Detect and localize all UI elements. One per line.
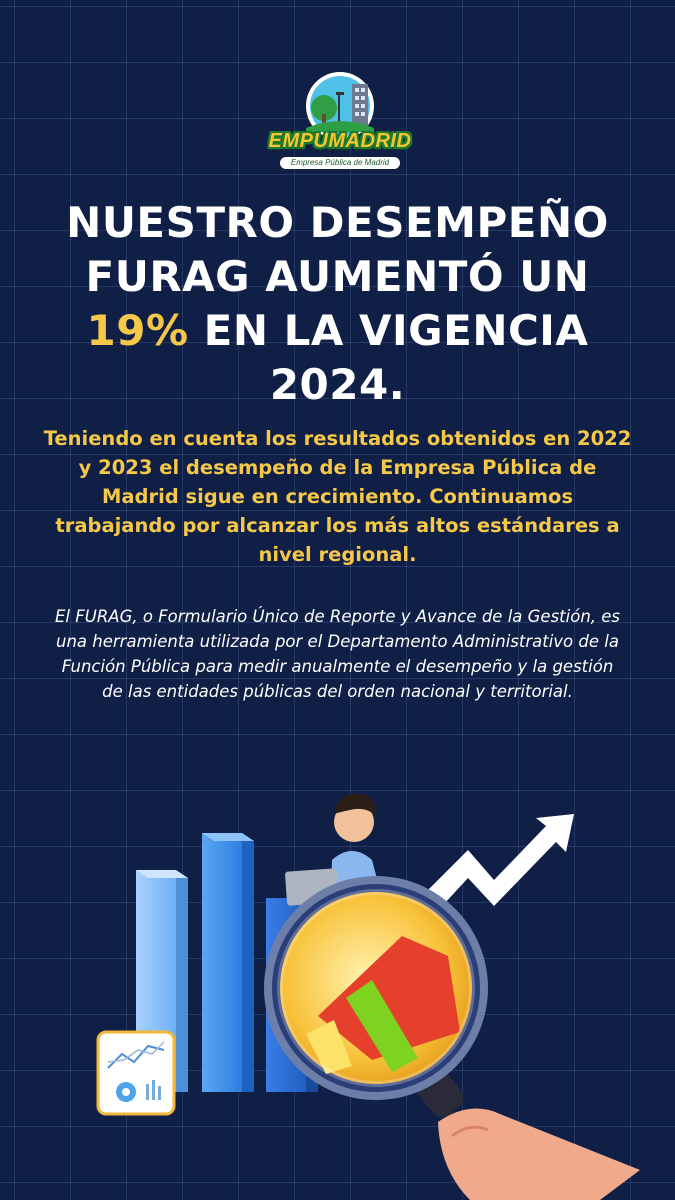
- hand-icon: [438, 1108, 640, 1200]
- logo-emblem-icon: [306, 72, 374, 140]
- furag-description: El FURAG, o Formulario Único de Reporte …: [55, 607, 621, 701]
- report-document-icon: [96, 1030, 176, 1116]
- growth-illustration: [96, 793, 640, 1200]
- headline-line-3: 19% EN LA VIGENCIA: [40, 304, 635, 358]
- empumadrid-logo: EMPUMADRID Empresa Pública de Madrid: [240, 70, 440, 170]
- headline-line-4: 2024.: [269, 360, 406, 409]
- headline-line-1: NUESTRO DESEMPEÑO: [66, 198, 609, 247]
- headline-highlight-percent: 19%: [86, 306, 189, 355]
- intro-paragraph: Teniendo en cuenta los resultados obteni…: [43, 427, 632, 566]
- upward-arrow-icon: [426, 814, 574, 906]
- logo-wordmark: EMPUMADRID: [268, 130, 412, 152]
- magnifying-glass-icon: [264, 876, 488, 1118]
- headline-line-3-rest: EN LA VIGENCIA: [188, 306, 589, 355]
- headline-line-2: FURAG AUMENTÓ UN: [85, 252, 590, 301]
- headline: NUESTRO DESEMPEÑO FURAG AUMENTÓ UN 19% E…: [40, 196, 635, 412]
- logo-tagline: Empresa Pública de Madrid: [280, 157, 400, 169]
